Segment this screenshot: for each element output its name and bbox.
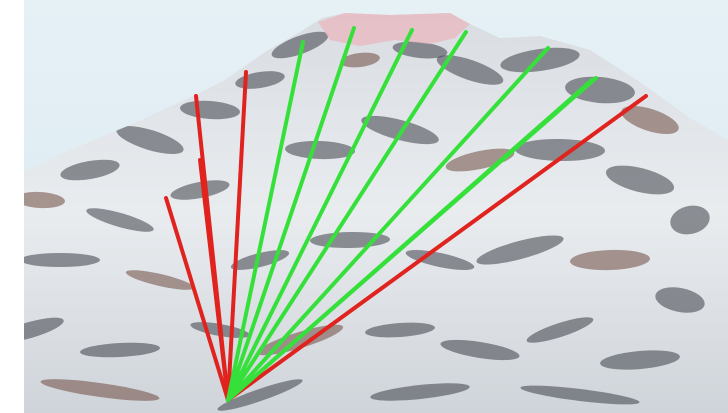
rock-patch <box>285 140 355 160</box>
sightline-clear <box>226 78 594 402</box>
rock-patch <box>436 55 504 85</box>
rock-patch <box>217 379 303 411</box>
summit-snowcap <box>318 13 470 46</box>
rock-patch <box>570 249 650 271</box>
sightline-blocked <box>226 70 248 402</box>
rock-patch <box>24 191 65 209</box>
rock-patch <box>86 208 154 232</box>
rock-patch <box>520 385 640 405</box>
sightline-clear <box>226 26 356 402</box>
rock-patch <box>230 250 290 270</box>
rock-patch <box>340 52 380 68</box>
rock-patch <box>24 253 100 267</box>
rock-patch <box>670 205 710 235</box>
rock-patch <box>445 148 515 172</box>
rock-patch <box>655 287 705 313</box>
rock-patch <box>80 342 160 358</box>
rock-patch <box>40 379 160 401</box>
rock-patch <box>170 180 230 200</box>
rock-patch <box>365 322 435 338</box>
rock-texture <box>24 31 710 411</box>
rock-patch <box>600 350 680 370</box>
rock-patch <box>24 317 64 343</box>
rock-patch <box>526 317 594 343</box>
sightline-blocked <box>164 196 230 402</box>
rock-patch <box>476 235 564 265</box>
left-margin <box>0 0 24 413</box>
rock-patch <box>116 125 184 155</box>
rock-patch <box>125 270 195 290</box>
sightline-blocked <box>194 94 230 402</box>
sightline-clear <box>226 40 305 402</box>
rock-patch <box>361 115 439 145</box>
sightline-clear <box>226 46 550 402</box>
rock-patch <box>271 31 329 59</box>
rock-patch <box>405 250 475 270</box>
rock-patch <box>440 339 520 361</box>
rock-patch <box>565 76 635 104</box>
sightline-clear <box>226 30 468 402</box>
rock-patch <box>621 106 679 134</box>
rock-patch <box>605 165 675 195</box>
rock-patch <box>60 159 120 181</box>
rock-patch <box>370 383 470 401</box>
sightlines <box>164 26 648 402</box>
rock-patch <box>500 47 580 73</box>
sightline-clear <box>226 28 414 402</box>
sightline-blocked <box>226 94 648 402</box>
